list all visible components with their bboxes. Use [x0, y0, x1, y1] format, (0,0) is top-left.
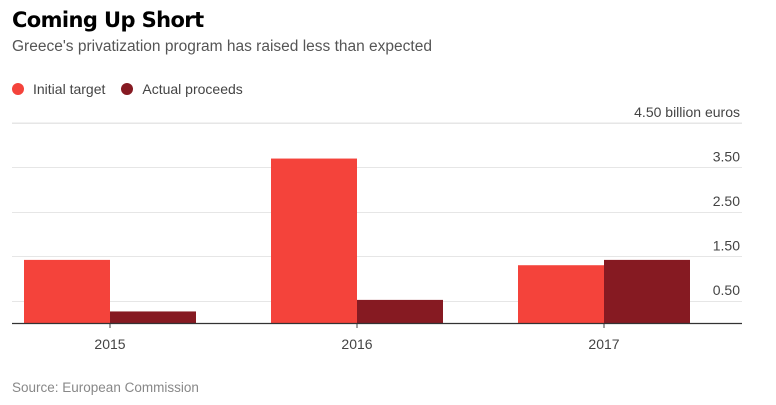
bar-actual-proceeds-2015: [110, 311, 196, 323]
x-tick-label: 2015: [94, 336, 125, 352]
x-tick-label: 2017: [588, 336, 619, 352]
legend-item-actual-proceeds: Actual proceeds: [121, 81, 243, 97]
legend: Initial target Actual proceeds: [12, 81, 259, 97]
y-tick-label: 2.50: [713, 193, 740, 209]
legend-swatch-actual-proceeds: [121, 83, 134, 95]
chart-title: Coming Up Short: [12, 8, 204, 32]
y-tick-label: 4.50 billion euros: [634, 104, 740, 120]
bar-actual-proceeds-2017: [604, 259, 690, 323]
y-tick-label: 3.50: [713, 148, 740, 164]
chart-subtitle: Greece's privatization program has raise…: [12, 38, 432, 55]
legend-label-actual-proceeds: Actual proceeds: [142, 81, 243, 97]
bar-initial-target-2015: [24, 259, 110, 323]
bar-actual-proceeds-2016: [357, 299, 443, 323]
source-note: Source: European Commission: [12, 380, 199, 395]
bar-initial-target-2016: [271, 158, 357, 323]
bar-initial-target-2017: [518, 265, 604, 323]
legend-item-initial-target: Initial target: [12, 81, 105, 97]
legend-label-initial-target: Initial target: [33, 81, 106, 97]
x-tick-label: 2016: [341, 336, 372, 352]
legend-swatch-initial-target: [12, 83, 24, 95]
y-tick-label: 1.50: [713, 237, 740, 253]
y-tick-label: 0.50: [713, 282, 740, 298]
